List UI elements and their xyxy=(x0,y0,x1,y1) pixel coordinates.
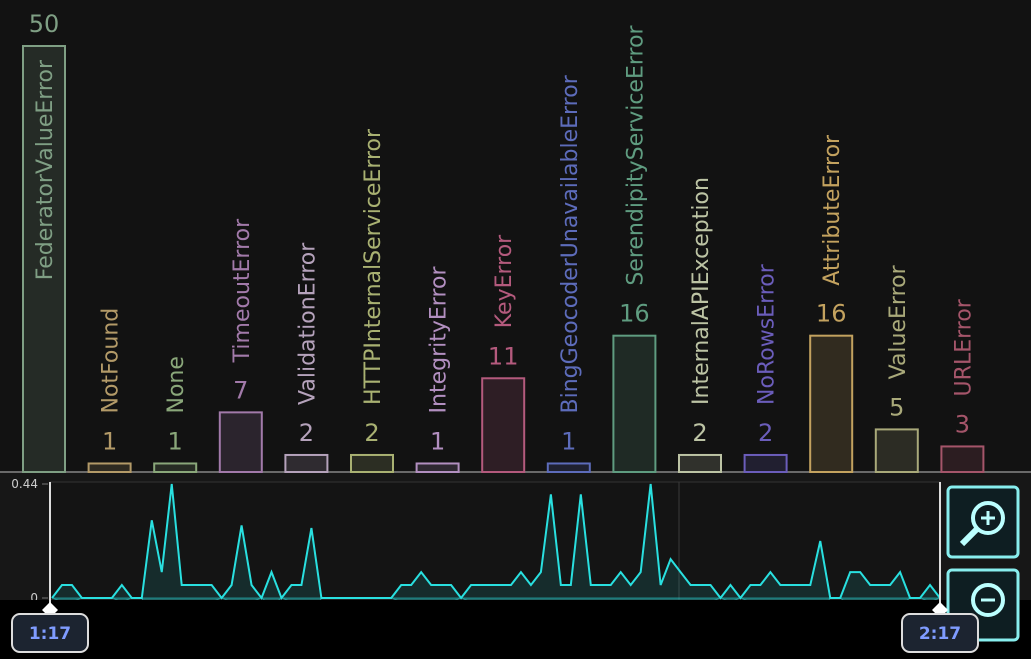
sparkline xyxy=(51,483,941,601)
chart-background xyxy=(0,0,1031,472)
handle-strip xyxy=(0,600,945,659)
value-label: 16 xyxy=(816,300,847,328)
sparkline-area xyxy=(52,484,940,598)
category-label: NotFound xyxy=(99,308,124,414)
value-label: 16 xyxy=(619,300,650,328)
value-label: 2 xyxy=(364,419,379,447)
bar xyxy=(350,453,394,473)
category-label: ValidationError xyxy=(295,242,320,405)
value-label: 1 xyxy=(561,427,576,455)
value-label: 11 xyxy=(488,342,519,370)
category-label: KeyError xyxy=(492,234,517,328)
category-label: NoRowsError xyxy=(755,263,780,405)
bar xyxy=(87,462,132,474)
category-label: InternalAPIException xyxy=(689,177,714,405)
category-label: BingGeocoderUnavailableError xyxy=(558,74,583,413)
value-label: 3 xyxy=(955,410,970,438)
category-label: SerendipityServiceError xyxy=(623,24,648,285)
bar xyxy=(284,453,329,473)
category-label: TimeoutError xyxy=(230,218,255,363)
end-time: 2:17 xyxy=(919,624,961,644)
value-label: 2 xyxy=(299,419,314,447)
y-tick-label: 0.44 xyxy=(11,477,38,491)
bar xyxy=(874,428,919,473)
bar xyxy=(218,411,263,473)
bar xyxy=(809,334,854,473)
category-label: FederatorValueError xyxy=(33,59,58,280)
zoom-in-button[interactable] xyxy=(946,485,1020,559)
category-label: HTTPInternalServiceError xyxy=(361,128,386,405)
bar xyxy=(612,334,657,473)
start-time: 1:17 xyxy=(29,624,71,644)
value-label: 1 xyxy=(168,427,183,455)
value-label: 7 xyxy=(233,376,248,404)
end-handle[interactable]: 2:17 xyxy=(901,482,979,653)
bar xyxy=(940,445,985,474)
category-label: URLError xyxy=(951,298,976,396)
value-label: 2 xyxy=(692,419,707,447)
bar xyxy=(153,462,198,474)
y-tick-label: 0 xyxy=(30,591,38,605)
bar xyxy=(678,453,722,473)
value-label: 2 xyxy=(758,419,773,447)
start-handle[interactable]: 1:17 xyxy=(11,482,89,653)
value-label: 1 xyxy=(430,427,445,455)
value-label: 1 xyxy=(102,427,117,455)
value-label: 5 xyxy=(889,393,904,421)
timeline-plot xyxy=(49,481,941,601)
bar xyxy=(22,45,66,473)
bar xyxy=(415,462,460,474)
category-label: IntegrityError xyxy=(427,266,452,414)
category-label: None xyxy=(164,356,189,413)
bar xyxy=(743,453,788,473)
category-label: ValueError xyxy=(886,264,911,379)
bar xyxy=(546,462,591,474)
bar xyxy=(481,377,526,473)
value-label: 50 xyxy=(29,10,60,38)
category-label: AttributeError xyxy=(820,134,845,286)
